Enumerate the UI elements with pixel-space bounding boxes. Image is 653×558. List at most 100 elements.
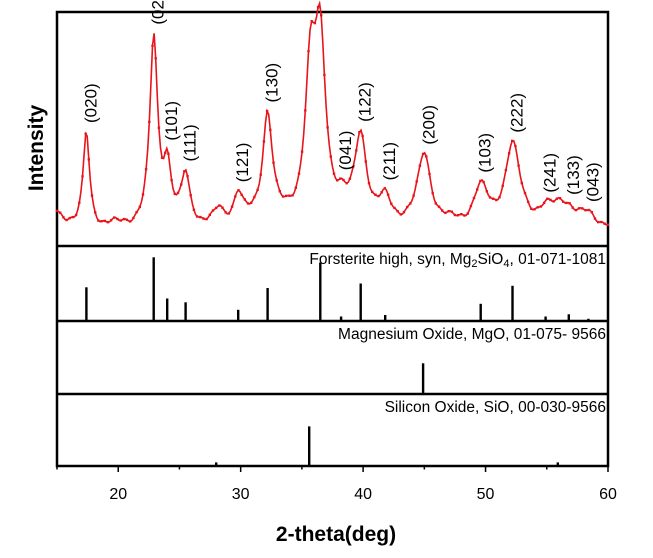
pattern-point bbox=[412, 194, 415, 197]
pattern-point bbox=[285, 194, 288, 198]
pattern-point bbox=[571, 206, 574, 209]
pattern-point bbox=[265, 109, 269, 113]
pattern-point bbox=[434, 202, 437, 205]
pattern-point bbox=[593, 217, 597, 220]
pattern-point bbox=[122, 217, 126, 221]
title-part: Magnesium Oxide, MgO, 01-075- 9566 bbox=[338, 326, 606, 343]
x-tick-label: 30 bbox=[232, 486, 250, 503]
pattern-point bbox=[215, 206, 218, 210]
pattern-point bbox=[495, 198, 498, 202]
pattern-point bbox=[479, 179, 482, 183]
pattern-point bbox=[374, 193, 377, 196]
pattern-point bbox=[345, 182, 348, 185]
pattern-point bbox=[558, 197, 562, 200]
pattern-point bbox=[119, 219, 122, 222]
pattern-point bbox=[584, 209, 587, 212]
pattern-point bbox=[294, 186, 297, 189]
pattern-point bbox=[469, 204, 473, 208]
pattern-point bbox=[539, 205, 543, 208]
peak-label: (020) bbox=[81, 83, 100, 123]
pattern-point bbox=[129, 220, 132, 223]
pattern-point bbox=[450, 210, 453, 213]
pattern-point bbox=[320, 14, 323, 17]
pattern-point bbox=[437, 205, 441, 208]
pattern-point bbox=[71, 215, 75, 219]
peak-label: (130) bbox=[263, 63, 282, 103]
pattern-point bbox=[94, 211, 97, 214]
measured-pattern-line bbox=[56, 0, 608, 226]
pattern-point bbox=[109, 219, 113, 222]
pattern-point bbox=[281, 195, 285, 198]
measured-pattern bbox=[55, 0, 609, 226]
plot-frame bbox=[55, 10, 610, 468]
subscript: 2 bbox=[471, 258, 477, 270]
pattern-point bbox=[90, 194, 94, 197]
peak-label: (241) bbox=[541, 153, 560, 193]
pattern-point bbox=[253, 195, 256, 199]
pattern-point bbox=[192, 208, 196, 211]
pattern-point bbox=[103, 219, 106, 223]
pattern-point bbox=[199, 215, 202, 219]
pattern-point bbox=[581, 207, 584, 210]
pattern-point bbox=[256, 188, 259, 192]
pattern-point bbox=[262, 140, 266, 143]
pattern-point bbox=[456, 214, 460, 217]
pattern-point bbox=[460, 213, 463, 216]
pattern-point bbox=[151, 44, 154, 47]
pattern-point bbox=[275, 179, 278, 182]
pattern-point bbox=[310, 20, 313, 23]
pattern-point bbox=[533, 208, 536, 211]
pattern-point bbox=[173, 192, 176, 196]
pattern-point bbox=[65, 218, 68, 222]
pattern-point bbox=[157, 126, 161, 129]
panel-frames bbox=[55, 10, 610, 468]
pattern-point bbox=[237, 189, 240, 192]
pattern-point bbox=[297, 172, 301, 175]
pattern-point bbox=[390, 202, 393, 205]
pattern-point bbox=[453, 213, 457, 217]
pattern-point bbox=[132, 216, 135, 220]
title-part: Silicon Oxide, SiO, 00-030-9566 bbox=[385, 399, 606, 416]
pattern-point bbox=[498, 196, 501, 199]
peak-label: (043) bbox=[583, 162, 602, 202]
pattern-point bbox=[355, 149, 358, 152]
pattern-point bbox=[81, 175, 84, 178]
pattern-point bbox=[444, 211, 447, 214]
pattern-point bbox=[418, 164, 422, 167]
reference-panels: Forsterite high, syn, Mg2SiO4, 01-071-10… bbox=[85, 251, 606, 466]
pattern-point bbox=[428, 172, 431, 176]
pattern-point bbox=[348, 177, 352, 180]
pattern-point bbox=[377, 194, 380, 198]
pattern-point bbox=[358, 131, 361, 134]
pattern-point bbox=[167, 152, 170, 155]
pattern-point bbox=[409, 202, 412, 205]
pattern-point bbox=[186, 175, 189, 178]
pattern-point bbox=[195, 215, 199, 218]
pattern-point bbox=[78, 201, 81, 204]
pattern-point bbox=[189, 194, 192, 197]
pattern-point bbox=[447, 210, 450, 213]
x-tick-label: 50 bbox=[477, 486, 495, 503]
pattern-point bbox=[511, 139, 514, 143]
pattern-point bbox=[472, 196, 476, 200]
subscript: 4 bbox=[503, 258, 509, 270]
pattern-point bbox=[606, 223, 609, 226]
pattern-point bbox=[246, 202, 250, 205]
title-part: Forsterite high, syn, Mg bbox=[309, 251, 471, 268]
reference-panel-1: Forsterite high, syn, Mg2SiO4, 01-071-10… bbox=[85, 251, 606, 321]
pattern-point bbox=[208, 213, 211, 216]
pattern-point bbox=[380, 191, 383, 194]
pattern-point bbox=[504, 168, 508, 172]
pattern-point bbox=[514, 144, 517, 148]
y-axis-label: Intensity bbox=[25, 105, 48, 192]
reference-panel-2: Magnesium Oxide, MgO, 01-075- 9566 bbox=[338, 326, 606, 394]
title-part: SiO bbox=[478, 251, 504, 268]
pattern-point bbox=[135, 211, 138, 214]
pattern-point bbox=[562, 200, 565, 203]
pattern-point bbox=[138, 205, 141, 209]
pattern-point bbox=[55, 209, 59, 213]
peak-label: (111) bbox=[181, 124, 200, 161]
pattern-point bbox=[272, 161, 275, 164]
pattern-point bbox=[476, 188, 479, 191]
pattern-point bbox=[304, 109, 307, 112]
